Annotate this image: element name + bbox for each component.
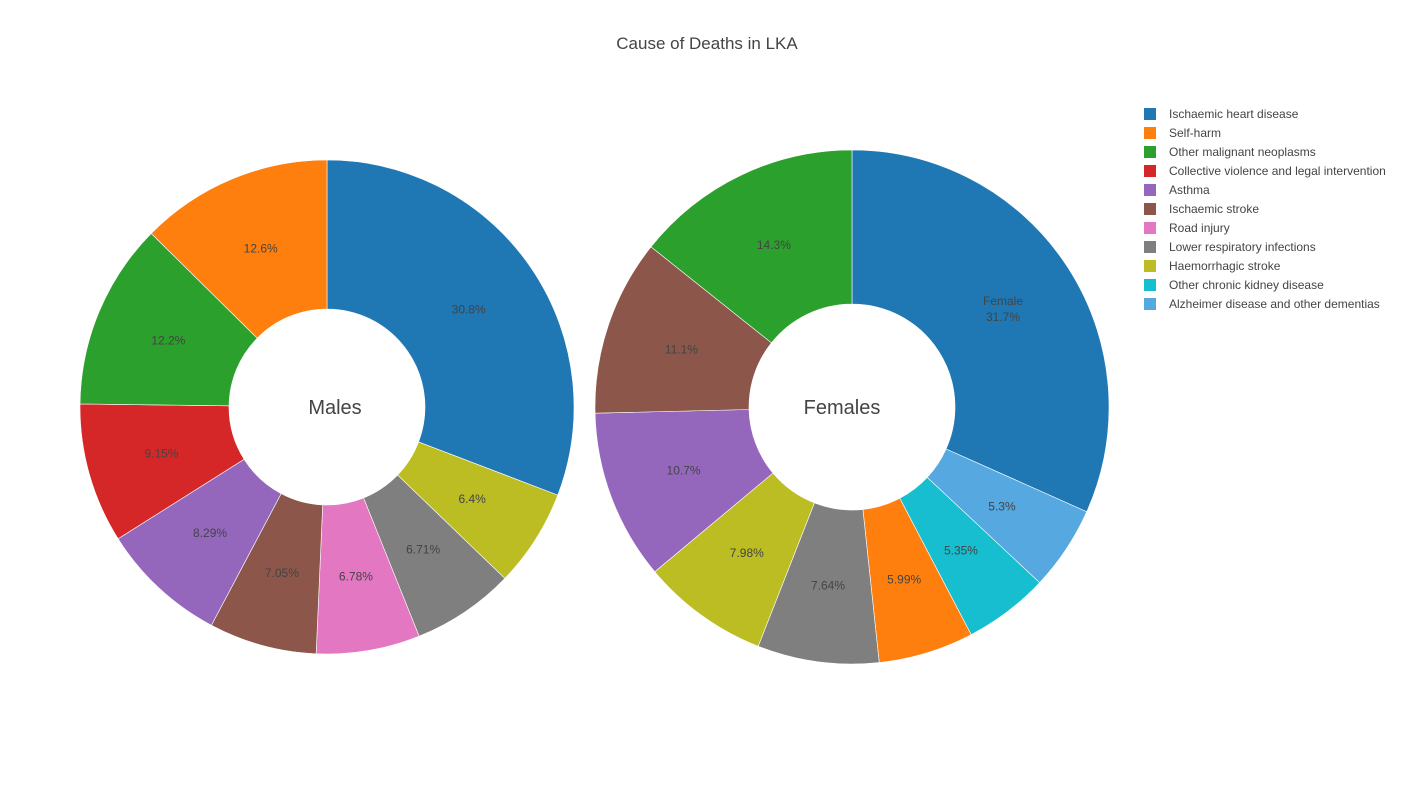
legend-item[interactable]: Asthma [1144,183,1210,197]
legend: Ischaemic heart disease Self-harm Other ma… [1144,107,1386,311]
legend-item[interactable]: Other malignant neoplasms [1144,145,1316,159]
slice-other-malignant-neoplasms[interactable] [650,149,853,344]
legend-swatch [1144,146,1156,158]
legend-item[interactable]: Ischaemic heart disease [1144,107,1299,121]
center-label-males: Males [308,397,361,419]
legend-swatch [1144,127,1156,139]
legend-item[interactable]: Alzheimer disease and other dementias [1144,297,1380,311]
legend-item[interactable]: Lower respiratory infections [1144,240,1316,254]
legend-swatch [1144,203,1156,215]
legend-swatch [1144,165,1156,177]
slice-value-label: 14.3% [757,238,791,252]
center-label-females: Females [804,397,881,419]
legend-item[interactable]: Haemorrhagic stroke [1144,259,1281,273]
slice-value-label: 5.3% [988,500,1016,514]
pie-males: 30.8% 6.4% 6.71% 6.78% 7.05% 8.29% 9.15% 12.2% 1… [79,159,575,655]
slice-value-label: 10.7% [667,463,701,477]
legend-label: Other chronic kidney disease [1169,278,1324,292]
legend-item[interactable]: Ischaemic stroke [1144,202,1259,216]
legend-label: Asthma [1169,183,1210,197]
slice-value-label: 6.4% [459,492,487,506]
legend-label: Lower respiratory infections [1169,240,1316,254]
legend-item[interactable]: Road injury [1144,221,1230,235]
legend-swatch [1144,279,1156,291]
slice-value-label: 7.05% [265,566,299,580]
legend-swatch [1144,260,1156,272]
slice-self-harm[interactable] [150,159,328,339]
legend-swatch [1144,241,1156,253]
slice-ischaemic-heart-disease[interactable] [851,149,1110,513]
slice-value-label: 5.35% [944,543,978,557]
slice-other-malignant-neoplasms[interactable] [79,233,258,407]
slice-value-label: 12.2% [151,334,185,348]
slice-value-label: 8.29% [193,526,227,540]
legend-item[interactable]: Collective violence and legal interventi… [1144,164,1386,178]
legend-item[interactable]: Other chronic kidney disease [1144,278,1324,292]
legend-swatch [1144,184,1156,196]
slice-value-label: 6.71% [406,543,440,557]
slice-ischaemic-heart-disease[interactable] [326,159,575,496]
legend-swatch [1144,298,1156,310]
slice-value-label: 9.15% [144,447,178,461]
pies: 30.8% 6.4% 6.71% 6.78% 7.05% 8.29% 9.15% 12.2% 1… [79,149,1110,665]
legend-label: Other malignant neoplasms [1169,145,1316,159]
legend-label: Ischaemic stroke [1169,202,1259,216]
legend-item[interactable]: Self-harm [1144,126,1221,140]
legend-label: Road injury [1169,221,1230,235]
legend-label: Ischaemic heart disease [1169,107,1299,121]
slice-value-label: 7.98% [730,546,764,560]
legend-swatch [1144,222,1156,234]
legend-label: Self-harm [1169,126,1221,140]
pie-females: Female 31.7% 5.3% 5.35% 5.99% 7.64% 7.98% 10.7%… [594,149,1110,665]
legend-label: Alzheimer disease and other dementias [1169,297,1380,311]
slice-value-label: 7.64% [811,578,845,592]
slice-value-label: 30.8% [452,302,486,316]
slice-ischaemic-stroke[interactable] [594,246,772,414]
legend-label: Haemorrhagic stroke [1169,259,1281,273]
slice-value-label: 6.78% [339,570,373,584]
slice-value-label: 31.7% [986,310,1020,324]
legend-label: Collective violence and legal interventi… [1169,164,1386,178]
legend-swatch [1144,108,1156,120]
slice-value-label: 11.1% [665,343,698,357]
slice-name-label: Female [983,294,1023,308]
slice-value-label: 12.6% [244,241,278,255]
slice-value-label: 5.99% [887,572,921,586]
chart-title: Cause of Deaths in LKA [616,34,798,53]
